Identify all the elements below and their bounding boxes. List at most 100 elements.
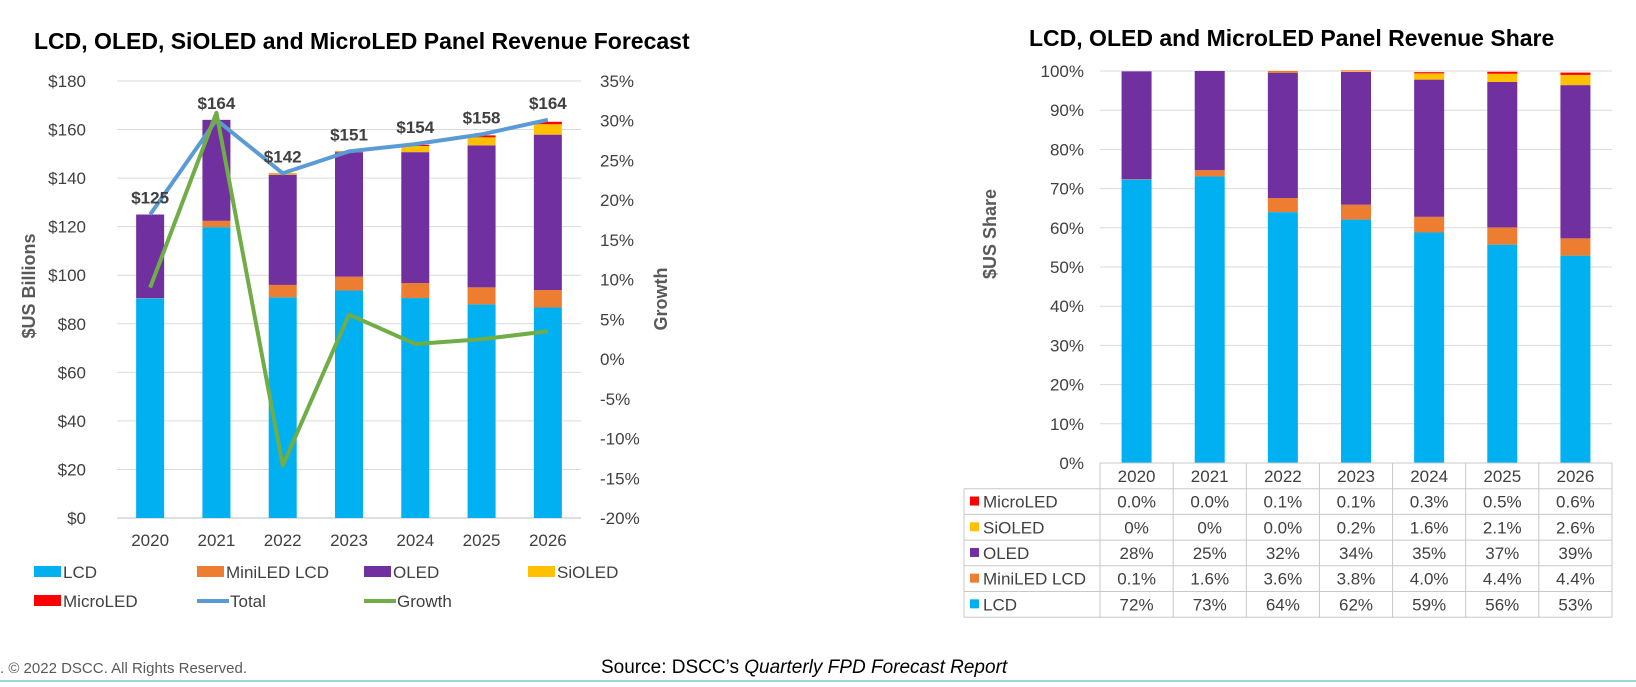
growth-y-tick-label: -20% — [600, 509, 640, 528]
bar-segment-sioled — [468, 137, 496, 145]
revenue-y-tick-label: $40 — [58, 412, 86, 431]
growth-y-tick-label: 35% — [600, 72, 634, 91]
growth-y-axis: -20%-15%-10%-5%0%5%10%15%20%25%30%35% — [600, 72, 640, 528]
revenue-y-axis: $0$20$40$60$80$100$120$140$160$180 — [48, 72, 86, 528]
growth-y-tick-label: 30% — [600, 112, 634, 131]
table-cell: 73% — [1193, 595, 1227, 614]
share-segment-lcd — [1122, 180, 1152, 463]
legend-item-miniled-lcd-label: MiniLED LCD — [226, 563, 329, 582]
bar-segment-miniled-lcd — [269, 285, 297, 297]
copyright-note: . © 2022 DSCC. All Rights Reserved. — [0, 660, 247, 677]
revenue-x-tick-label: 2026 — [529, 531, 567, 550]
table-cell: 72% — [1120, 595, 1154, 614]
growth-y-tick-label: 0% — [600, 350, 625, 369]
table-year-header: 2026 — [1557, 467, 1595, 486]
bar-segment-oled — [534, 135, 562, 290]
bar-segment-oled — [401, 152, 429, 283]
table-cell: 0% — [1124, 518, 1149, 537]
share-segment-miniled-lcd — [1487, 227, 1517, 244]
share-segment-oled — [1268, 73, 1298, 198]
total-data-label: $125 — [131, 189, 169, 208]
table-cell: 59% — [1412, 595, 1446, 614]
table-cell: 0.2% — [1337, 518, 1376, 537]
share-y-tick-label: 20% — [1050, 376, 1084, 395]
table-year-header: 2021 — [1191, 467, 1229, 486]
growth-y-tick-label: 15% — [600, 231, 634, 250]
table-cell: 25% — [1193, 544, 1227, 563]
table-row-label: LCD — [983, 595, 1017, 614]
revenue-y-tick-label: $20 — [58, 460, 86, 479]
table-year-header: 2022 — [1264, 467, 1302, 486]
share-segment-oled — [1560, 85, 1590, 238]
share-segment-lcd — [1414, 233, 1444, 463]
share-y-tick-label: 30% — [1050, 336, 1084, 355]
share-y-tick-label: 60% — [1050, 219, 1084, 238]
share-segment-lcd — [1195, 176, 1225, 463]
source-prefix: Source: DSCC’s — [601, 657, 744, 678]
growth-y-tick-label: -10% — [600, 430, 640, 449]
share-segment-lcd — [1341, 220, 1371, 463]
growth-y-tick-label: 10% — [600, 271, 634, 290]
share-chart-title: LCD, OLED and MicroLED Panel Revenue Sha… — [1029, 25, 1554, 51]
table-cell: 3.8% — [1337, 570, 1376, 589]
share-y-tick-label: 40% — [1050, 297, 1084, 316]
table-row-label: MicroLED — [983, 493, 1058, 512]
share-y-axis-title: $US Share — [980, 189, 1000, 279]
table-legend-key-sioled — [970, 522, 979, 531]
share-segment-oled — [1341, 72, 1371, 205]
legend-item-oled-swatch — [364, 566, 391, 577]
share-segment-lcd — [1560, 256, 1590, 463]
table-cell: 37% — [1485, 544, 1519, 563]
table-year-header: 2025 — [1483, 467, 1521, 486]
legend-item-oled-label: OLED — [393, 563, 439, 582]
table-cell: 35% — [1412, 544, 1446, 563]
total-data-label: $158 — [463, 108, 501, 127]
growth-y-tick-label: -15% — [600, 469, 640, 488]
share-y-tick-label: 100% — [1041, 62, 1084, 81]
growth-y-tick-label: 25% — [600, 151, 634, 170]
bar-segment-lcd — [401, 298, 429, 518]
table-cell: 0.1% — [1263, 493, 1302, 512]
table-cell: 4.0% — [1410, 570, 1449, 589]
total-data-label: $164 — [529, 94, 567, 113]
share-segment-oled — [1122, 71, 1152, 179]
bar-segment-lcd — [534, 308, 562, 518]
table-row-label: MiniLED LCD — [983, 570, 1086, 589]
growth-y-axis-title: Growth — [651, 268, 671, 331]
revenue-y-tick-label: $180 — [48, 72, 86, 91]
table-cell: 3.6% — [1263, 570, 1302, 589]
total-data-label: $151 — [330, 125, 368, 144]
revenue-x-tick-label: 2023 — [330, 531, 368, 550]
bar-segment-miniled-lcd — [468, 287, 496, 304]
table-cell: 0.3% — [1410, 493, 1449, 512]
table-cell: 28% — [1120, 544, 1154, 563]
revenue-x-tick-label: 2024 — [396, 531, 434, 550]
share-y-axis: 0%10%20%30%40%50%60%70%80%90%100% — [1041, 62, 1084, 473]
table-cell: 0.5% — [1483, 493, 1522, 512]
legend-item-sioled-label: SiOLED — [557, 563, 618, 582]
share-y-tick-label: 50% — [1050, 258, 1084, 277]
revenue-x-tick-label: 2025 — [463, 531, 501, 550]
table-cell: 0.0% — [1190, 493, 1229, 512]
share-segment-miniled-lcd — [1414, 217, 1444, 233]
share-segment-miniled-lcd — [1268, 198, 1298, 212]
legend-item-microled-label: MicroLED — [63, 592, 138, 611]
legend-item-lcd-swatch — [34, 566, 61, 577]
revenue-share-chart: LCD, OLED and MicroLED Panel Revenue Sha… — [964, 25, 1612, 617]
revenue-y-tick-label: $0 — [67, 509, 86, 528]
legend-item-sioled-swatch — [528, 566, 555, 577]
table-year-header: 2023 — [1337, 467, 1375, 486]
table-cell: 34% — [1339, 544, 1373, 563]
revenue-y-tick-label: $160 — [48, 121, 86, 140]
table-cell: 0.6% — [1556, 493, 1595, 512]
growth-y-tick-label: -5% — [600, 390, 630, 409]
share-y-tick-label: 90% — [1050, 101, 1084, 120]
share-segment-microled — [1560, 73, 1590, 75]
bar-segment-oled — [468, 145, 496, 287]
bar-segment-lcd — [202, 227, 230, 518]
table-row-label: SiOLED — [983, 518, 1044, 537]
